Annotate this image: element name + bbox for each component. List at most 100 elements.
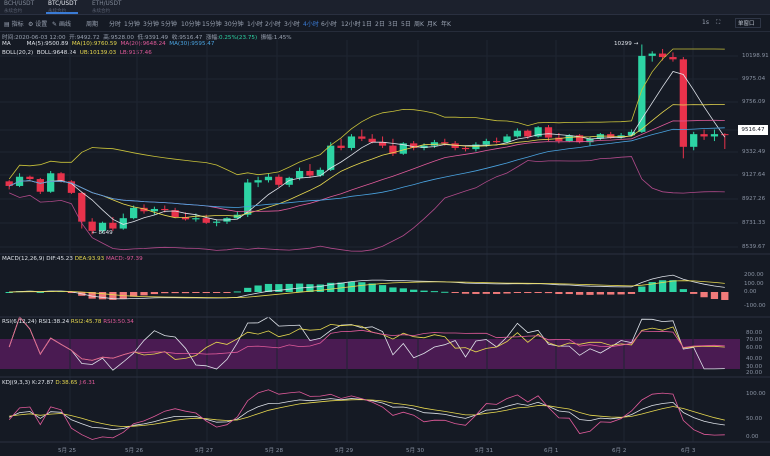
- candle-body: [67, 181, 76, 193]
- price-tick: 9975.04: [742, 76, 766, 82]
- price-tick: 9756.09: [742, 99, 766, 105]
- boll-lb-line: [9, 156, 725, 252]
- window-mode-select[interactable]: 单窗口: [735, 18, 761, 28]
- candle-body: [575, 135, 584, 143]
- rsi-tick: 20.00: [746, 370, 763, 376]
- macd-bar: [223, 292, 231, 293]
- period-9[interactable]: 2小时: [265, 21, 281, 28]
- kdj-tick: 100.00: [746, 391, 766, 397]
- macd-bar: [275, 284, 283, 292]
- candle-body: [140, 207, 148, 212]
- indicator-lines: [8, 48, 726, 440]
- candle-body: [150, 208, 159, 212]
- rsi-tick: 40.00: [746, 356, 763, 362]
- macd-bar: [5, 292, 13, 293]
- macd-bar: [337, 282, 345, 292]
- macd-bar: [254, 285, 262, 292]
- macd-bar: [98, 292, 107, 300]
- candle-body: [389, 145, 397, 154]
- rsi-tick: 80.00: [746, 330, 763, 336]
- candle-body: [721, 134, 729, 136]
- date-tick: 5月 31: [475, 448, 494, 454]
- period-7[interactable]: 30分钟: [224, 21, 244, 28]
- macd-bar: [700, 292, 708, 298]
- candle-body: [482, 141, 490, 145]
- period-20[interactable]: 年K: [441, 21, 451, 28]
- period-6[interactable]: 15分钟: [202, 21, 222, 28]
- period-13[interactable]: 12小时: [341, 21, 361, 28]
- candle-body: [493, 141, 501, 143]
- macd-bar: [461, 292, 470, 294]
- indicators-button[interactable]: ▤ 指标: [4, 21, 24, 28]
- macd-bar: [130, 292, 138, 297]
- period-10[interactable]: 3小时: [284, 21, 300, 28]
- period-19[interactable]: 月K: [427, 21, 437, 28]
- boll-ub-line: [8, 48, 725, 180]
- ma-legend: MA MA(5):9500.89 MA(10):9760.59 MA(20):9…: [2, 41, 215, 47]
- macd-bar: [212, 292, 221, 293]
- ma30-line: [9, 127, 725, 208]
- draw-button[interactable]: ✎ 画线: [52, 21, 71, 28]
- macd-bar: [233, 291, 241, 293]
- period-11[interactable]: 4小时: [303, 21, 319, 28]
- candle-body: [202, 218, 210, 223]
- macd-bar: [181, 292, 190, 294]
- period-3[interactable]: 3分钟: [143, 21, 159, 28]
- period-17[interactable]: 5日: [401, 21, 411, 28]
- macd-bar: [648, 282, 656, 292]
- period-1[interactable]: 分时: [109, 21, 122, 28]
- ohlc-info: 时间:2020-06-03 12:00 开:9492.72 高:9528.00 …: [2, 35, 292, 41]
- macd-bar: [192, 292, 200, 293]
- period-5[interactable]: 10分钟: [181, 21, 201, 28]
- candle-body: [596, 134, 604, 139]
- macd-bar: [534, 292, 542, 293]
- period-8[interactable]: 1小时: [247, 21, 263, 28]
- macd-bar: [503, 292, 511, 294]
- macd-bar: [161, 292, 169, 294]
- period-0[interactable]: 周期: [86, 21, 99, 28]
- candle-body: [710, 134, 719, 137]
- macd-bar: [513, 292, 522, 293]
- candle-body: [295, 170, 304, 178]
- macd-bar: [524, 292, 532, 294]
- candle-body: [700, 134, 708, 137]
- macd-bar: [710, 292, 719, 300]
- dea-line: [9, 280, 725, 298]
- macd-bar: [482, 292, 490, 294]
- candle-body: [337, 145, 345, 148]
- chart-toolbar: ▤ 指标 ⚙ 设置 ✎ 画线 周期 分时 1分钟 3分钟 5分钟 10分钟 15分钟 30分钟…: [0, 15, 770, 32]
- candle-body: [544, 127, 553, 138]
- period-12[interactable]: 6小时: [321, 21, 337, 28]
- candle-body: [513, 130, 522, 137]
- tab-eth[interactable]: ETH/USDT 永续合约: [92, 1, 122, 14]
- macd-bar: [316, 284, 324, 292]
- date-tick: 5月 30: [406, 448, 425, 454]
- period-18[interactable]: 周K: [414, 21, 424, 28]
- macd-bar: [150, 292, 159, 295]
- dif-line: [9, 274, 725, 300]
- period-14[interactable]: 1日: [362, 21, 372, 28]
- period-4[interactable]: 5分钟: [161, 21, 177, 28]
- macd-bar: [565, 292, 573, 295]
- tab-bch[interactable]: BCH/USDT 永续合约: [4, 1, 35, 14]
- candle-body: [441, 142, 449, 144]
- candle-body: [648, 53, 656, 56]
- macd-bar: [586, 292, 594, 295]
- candle-body: [430, 142, 439, 146]
- candle-body: [524, 130, 532, 137]
- date-tick: 5月 27: [195, 448, 214, 454]
- fullscreen-icon[interactable]: ⛶: [716, 19, 721, 26]
- candle-body: [669, 57, 677, 60]
- refresh-rate[interactable]: 1s: [702, 19, 709, 26]
- macd-bar: [721, 292, 729, 300]
- settings-button[interactable]: ⚙ 设置: [28, 21, 48, 28]
- period-16[interactable]: 3日: [388, 21, 398, 28]
- macd-bar: [430, 291, 439, 293]
- period-2[interactable]: 1分钟: [124, 21, 140, 28]
- period-15[interactable]: 2日: [375, 21, 385, 28]
- kdj-line: [8, 389, 725, 440]
- candle-body: [109, 222, 117, 229]
- candle-body: [420, 145, 428, 148]
